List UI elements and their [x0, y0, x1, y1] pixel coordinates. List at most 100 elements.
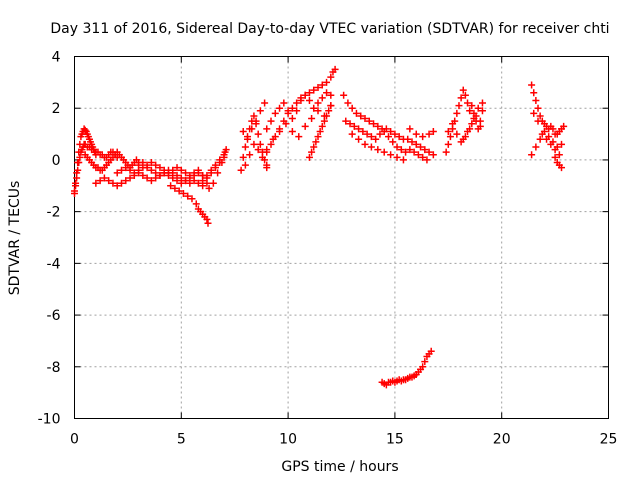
- data-point: [152, 161, 160, 169]
- data-point: [365, 117, 373, 125]
- data-point: [288, 127, 296, 135]
- data-point: [387, 151, 395, 159]
- data-point: [325, 107, 333, 115]
- data-point: [421, 358, 429, 366]
- data-point: [92, 179, 100, 187]
- data-point: [530, 89, 538, 97]
- data-point: [126, 166, 134, 174]
- data-point: [254, 146, 262, 154]
- data-point: [312, 138, 320, 146]
- data-point: [459, 86, 467, 94]
- data-point: [393, 153, 401, 161]
- data-point: [397, 146, 405, 154]
- data-point: [263, 125, 271, 133]
- data-point: [192, 200, 200, 208]
- data-point: [393, 143, 401, 151]
- data-point: [453, 109, 461, 117]
- data-point: [423, 156, 431, 164]
- data-point: [173, 171, 181, 179]
- data-point: [263, 146, 271, 154]
- data-point: [560, 122, 568, 130]
- plot-frame: [74, 56, 609, 419]
- data-point: [472, 112, 480, 120]
- data-point: [182, 177, 190, 185]
- data-point: [74, 166, 82, 174]
- data-point: [204, 219, 212, 227]
- data-point: [425, 148, 433, 156]
- data-point: [391, 130, 399, 138]
- data-point: [117, 179, 125, 187]
- data-point: [417, 143, 425, 151]
- data-point: [408, 138, 416, 146]
- data-point: [113, 182, 121, 190]
- data-point: [314, 133, 322, 141]
- data-point: [105, 177, 113, 185]
- data-point: [284, 107, 292, 115]
- data-point: [455, 102, 463, 110]
- data-point: [340, 91, 348, 99]
- data-point: [323, 112, 331, 120]
- data-point: [122, 164, 130, 172]
- data-point: [147, 166, 155, 174]
- data-point: [143, 164, 151, 172]
- data-point: [293, 99, 301, 107]
- y-tick-label: 4: [52, 50, 61, 66]
- data-point: [374, 146, 382, 154]
- data-point: [395, 133, 403, 141]
- y-tick-label: -2: [47, 205, 61, 221]
- x-tick-label: 5: [177, 432, 186, 448]
- data-point: [310, 86, 318, 94]
- y-tick-labels: -10 -8 -6 -4 -2 0 2 4: [38, 50, 61, 428]
- data-points: [71, 65, 568, 389]
- data-point: [218, 159, 226, 167]
- data-point: [308, 115, 316, 123]
- data-point: [352, 109, 360, 117]
- x-tick-labels: 0 5 10 15 20 25: [70, 432, 617, 448]
- data-point: [109, 179, 117, 187]
- data-point: [359, 127, 367, 135]
- data-point: [549, 125, 557, 133]
- data-point: [532, 143, 540, 151]
- x-tick-label: 10: [279, 432, 297, 448]
- data-point: [547, 140, 555, 148]
- data-point: [444, 127, 452, 135]
- data-point: [316, 127, 324, 135]
- data-point: [173, 164, 181, 172]
- data-point: [367, 133, 375, 141]
- x-tick-label: 20: [493, 432, 511, 448]
- data-point: [310, 143, 318, 151]
- data-point: [453, 130, 461, 138]
- data-point: [177, 166, 185, 174]
- data-point: [190, 177, 198, 185]
- data-point: [194, 166, 202, 174]
- data-point: [301, 91, 309, 99]
- data-point: [444, 140, 452, 148]
- data-point: [297, 96, 305, 104]
- data-point: [113, 169, 121, 177]
- data-point: [551, 153, 559, 161]
- data-point: [387, 127, 395, 135]
- y-tick-label: 2: [52, 101, 61, 117]
- data-point: [164, 166, 172, 174]
- data-point: [404, 135, 412, 143]
- data-point: [96, 177, 104, 185]
- data-point: [314, 84, 322, 92]
- data-point: [139, 159, 147, 167]
- data-point: [406, 125, 414, 133]
- data-point: [194, 179, 202, 187]
- data-point: [209, 179, 217, 187]
- data-point: [184, 192, 192, 200]
- data-point: [295, 133, 303, 141]
- data-point: [182, 169, 190, 177]
- data-point: [179, 190, 187, 198]
- data-point: [534, 104, 542, 112]
- data-point: [282, 120, 290, 128]
- data-point: [221, 148, 229, 156]
- data-point: [167, 182, 175, 190]
- data-point: [252, 117, 260, 125]
- data-point: [348, 130, 356, 138]
- data-point: [399, 156, 407, 164]
- data-point: [558, 140, 566, 148]
- x-tick-label: 0: [70, 432, 79, 448]
- data-point: [348, 104, 356, 112]
